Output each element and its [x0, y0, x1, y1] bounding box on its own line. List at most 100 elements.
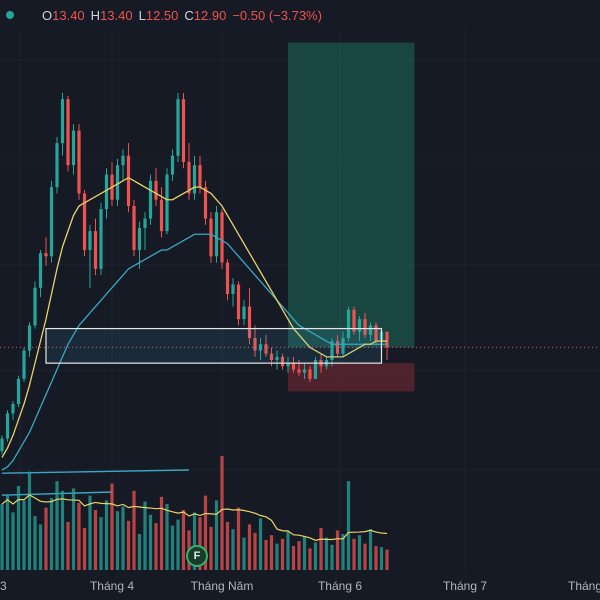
- ma-slow-line: [1, 233, 387, 471]
- candle-body: [346, 309, 351, 338]
- close-value: 12.90: [193, 7, 227, 23]
- volume-bar: [385, 549, 389, 570]
- volume-bar: [352, 538, 356, 570]
- candle-body: [5, 413, 10, 439]
- x-tick-label: Tháng 7: [443, 579, 487, 593]
- ma-fast-line: [1, 176, 387, 458]
- volume-bar: [253, 532, 257, 570]
- candle-body: [93, 231, 98, 269]
- candle-body: [82, 193, 87, 250]
- x-tick-label: Tháng Năm: [191, 579, 254, 593]
- volume-bar: [159, 496, 164, 570]
- candle-body: [165, 174, 169, 232]
- candle-body: [99, 209, 103, 269]
- volume-bar: [286, 531, 290, 570]
- candle-body: [44, 253, 48, 257]
- candle-body: [115, 165, 120, 200]
- candle-body: [66, 99, 70, 166]
- candle-body: [297, 369, 301, 373]
- candle-body: [187, 162, 191, 194]
- volume-bar: [341, 534, 345, 570]
- candle-body: [225, 262, 230, 294]
- candle-body: [16, 378, 21, 404]
- candle-body: [88, 231, 92, 250]
- candle-body: [275, 356, 279, 360]
- support-box: [45, 327, 383, 364]
- candle-body: [286, 363, 290, 367]
- candle-body: [132, 206, 136, 250]
- candle-body: [60, 99, 65, 144]
- candle-body: [209, 218, 213, 257]
- volume-bar: [126, 520, 131, 570]
- volume-bar: [335, 530, 340, 570]
- candle-body: [302, 369, 307, 373]
- close-label: C: [184, 7, 194, 23]
- candle-body: [203, 187, 208, 219]
- stop-zone: [288, 363, 415, 392]
- volume-bar: [44, 507, 48, 570]
- volume-bar: [313, 542, 318, 570]
- volume-bar: [374, 546, 378, 570]
- candle-body: [159, 199, 164, 232]
- candle-body: [374, 325, 378, 342]
- candle-body: [22, 350, 26, 379]
- candle-body: [242, 306, 246, 320]
- volume-bar: [132, 490, 136, 570]
- volume-bar: [236, 507, 241, 570]
- candle-body: [27, 325, 32, 351]
- trendline-1: [1, 469, 190, 474]
- financial-event-badge[interactable]: F: [186, 545, 208, 567]
- candle-body: [385, 331, 389, 348]
- volume-bar: [33, 516, 37, 570]
- volume-bar: [16, 486, 21, 570]
- volume-bar: [137, 534, 142, 570]
- candle-body: [341, 338, 345, 354]
- volume-bar: [11, 512, 15, 570]
- volume-bar: [247, 524, 252, 570]
- candle-body: [198, 165, 202, 188]
- candle-body: [0, 438, 4, 452]
- candle-body: [363, 319, 367, 335]
- low-label: L: [138, 7, 146, 23]
- x-tick-label: Tháng: [568, 579, 600, 593]
- candle-body: [258, 344, 263, 351]
- candle-body: [291, 363, 296, 370]
- candle-body: [192, 165, 197, 194]
- candle-body: [170, 155, 175, 175]
- candle-body: [220, 212, 224, 263]
- candle-body: [11, 404, 15, 414]
- volume-bar: [115, 511, 120, 570]
- candle-body: [176, 99, 180, 156]
- volume-bar: [330, 544, 334, 570]
- candle-body: [38, 253, 43, 288]
- volume-bar: [231, 529, 235, 570]
- candle-body: [148, 180, 153, 219]
- candle-body: [33, 287, 37, 326]
- ohlc-legend: O 13.40 H 13.40 L 12.50 C 12.90 −0.50 (−3.73…: [0, 0, 322, 30]
- volume-bar: [55, 481, 59, 570]
- candle-body: [308, 369, 312, 379]
- volume-bar: [82, 528, 87, 570]
- volume-bar: [319, 528, 323, 570]
- volume-bar: [324, 537, 329, 570]
- volume-bar: [368, 529, 373, 570]
- change-value: −0.50 (−3.73%): [232, 7, 322, 23]
- volume-bar: [363, 543, 367, 570]
- candle-body: [269, 353, 274, 360]
- volume-bar: [280, 538, 285, 570]
- volume-bar: [66, 522, 70, 570]
- volume-bar: [302, 536, 307, 570]
- volume-bar: [110, 483, 114, 570]
- volume-bar: [297, 541, 301, 570]
- volume-bar: [121, 506, 125, 570]
- candle-body: [313, 360, 318, 379]
- volume-bar: [308, 548, 312, 570]
- volume-bar: [22, 500, 26, 570]
- x-tick-label: Tháng 6: [318, 579, 362, 593]
- volume-bar: [88, 495, 92, 570]
- volume-bar: [93, 510, 98, 570]
- volume-bar: [379, 547, 384, 570]
- volume-bar: [27, 471, 32, 570]
- volume-bar: [165, 504, 169, 570]
